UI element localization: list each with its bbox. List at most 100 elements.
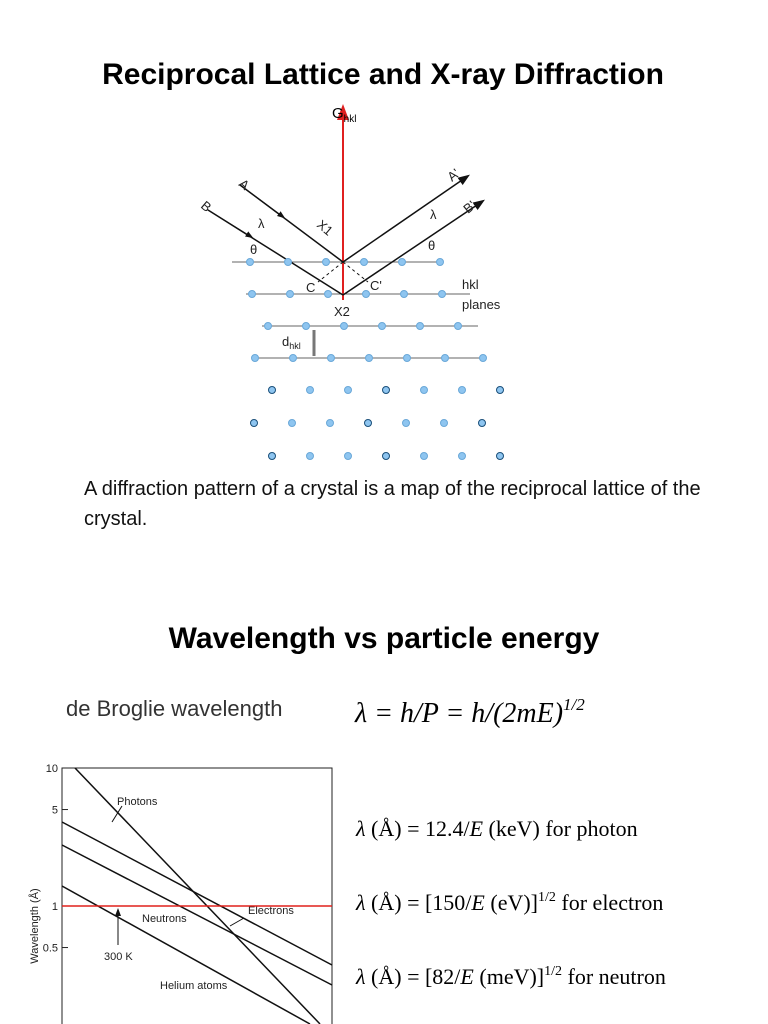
g-subscript: hkl xyxy=(344,114,357,125)
curve-label: Neutrons xyxy=(142,913,187,925)
formula-part: (Å) = [150/ xyxy=(366,890,473,915)
formula-exponent: 1/2 xyxy=(563,695,585,714)
formula-part: (eV)] xyxy=(485,890,538,915)
lattice-point xyxy=(420,386,428,394)
chart: Photons Neutrons Electrons Helium atoms … xyxy=(28,763,333,1024)
lattice-point xyxy=(306,386,314,394)
curve xyxy=(61,821,333,966)
lattice-point xyxy=(246,258,254,266)
lattice-point xyxy=(344,452,352,460)
formula-part: (keV) for photon xyxy=(483,816,638,841)
g-symbol: G xyxy=(332,105,344,122)
formula-part: E xyxy=(459,964,474,989)
lattice-point xyxy=(454,322,462,330)
lattice-point xyxy=(264,322,272,330)
curve-label: Electrons xyxy=(248,905,294,917)
y-tick-label: 0.5 xyxy=(43,943,58,955)
lattice-point xyxy=(382,386,390,394)
path-c-prime xyxy=(342,261,369,283)
pointer xyxy=(111,805,123,823)
lattice-point xyxy=(251,354,259,362)
section-title: Wavelength vs particle energy xyxy=(169,622,600,655)
formula-part: E xyxy=(470,890,485,915)
plot-frame xyxy=(61,767,333,1024)
lattice-point xyxy=(420,452,428,460)
lattice-point xyxy=(268,386,276,394)
g-label: Ghkl xyxy=(332,105,356,125)
formula-part: λ xyxy=(355,890,366,915)
curve xyxy=(61,844,333,986)
caption: A diffraction pattern of a crystal is a … xyxy=(84,478,701,530)
lattice-point xyxy=(458,452,466,460)
label-c: C xyxy=(306,280,315,295)
label-lambda: λ xyxy=(258,216,265,231)
formula-part: 1/2 xyxy=(538,890,556,905)
curve xyxy=(74,767,321,1024)
formula-part: (Å) = 12.4/ xyxy=(366,816,471,841)
path-c xyxy=(317,261,344,283)
curve-label: 300 K xyxy=(104,951,133,963)
lattice-point xyxy=(496,386,504,394)
lattice-point xyxy=(327,354,335,362)
d-symbol: d xyxy=(282,334,289,349)
de-broglie-formula: λ = h/P = h/(2mE)1/2 xyxy=(354,695,585,729)
formula-part: 1/2 xyxy=(544,964,562,979)
lattice-point xyxy=(458,386,466,394)
title: Reciprocal Lattice and X-ray Diffraction xyxy=(102,58,664,91)
y-tick-label: 5 xyxy=(52,805,58,817)
lattice-point xyxy=(416,322,424,330)
lattice-point xyxy=(302,322,310,330)
lattice-point xyxy=(365,354,373,362)
label-c-prime: C' xyxy=(370,278,382,293)
lattice-point xyxy=(360,258,368,266)
label-planes: planes xyxy=(462,297,501,312)
lattice-point xyxy=(288,419,296,427)
lattice-point xyxy=(402,419,410,427)
d-subscript: hkl xyxy=(289,341,301,351)
label-a: A xyxy=(236,176,253,193)
lattice-point xyxy=(340,322,348,330)
formula-part: for neutron xyxy=(562,964,666,989)
label-theta: θ xyxy=(250,242,257,257)
lattice xyxy=(246,258,504,460)
lattice-point xyxy=(362,290,370,298)
pointer xyxy=(229,917,245,927)
label-x2: X2 xyxy=(334,304,350,319)
lattice-point xyxy=(248,290,256,298)
y-tick-label: 10 xyxy=(46,763,58,775)
label-hkl: hkl xyxy=(462,277,479,292)
ray-arrow xyxy=(207,209,254,239)
formula-part: for electron xyxy=(556,890,664,915)
formula: λ (Å) = [150/E (eV)]1/2 for electron xyxy=(355,890,663,915)
lattice-point xyxy=(479,354,487,362)
ray-a-prime xyxy=(342,174,470,263)
y-axis-label: Wavelength (Å) xyxy=(28,888,41,963)
lattice-point xyxy=(400,290,408,298)
lattice-point xyxy=(496,452,504,460)
lattice-point xyxy=(440,419,448,427)
curve-label: Photons xyxy=(117,796,158,808)
formula-part: λ xyxy=(355,816,366,841)
lattice-point xyxy=(286,290,294,298)
formula-part: (meV)] xyxy=(474,964,544,989)
y-tick-label: 1 xyxy=(52,901,58,913)
lattice-point xyxy=(441,354,449,362)
lattice-point xyxy=(398,258,406,266)
label-lambda: λ xyxy=(430,207,437,222)
lattice-point xyxy=(403,354,411,362)
formula: λ (Å) = 12.4/E (keV) for photon xyxy=(355,816,638,841)
ray-b-prime xyxy=(342,199,485,296)
formula-part: (Å) = [82/ xyxy=(366,964,462,989)
label-d: dhkl xyxy=(282,334,301,351)
lattice-point xyxy=(344,386,352,394)
formula-part: λ xyxy=(355,964,366,989)
lattice-point xyxy=(382,452,390,460)
lattice-point xyxy=(378,322,386,330)
lattice-point xyxy=(250,419,258,427)
lattice-point xyxy=(436,258,444,266)
formula: λ (Å) = [82/E (meV)]1/2 for neutron xyxy=(355,964,666,989)
lattice-point xyxy=(289,354,297,362)
